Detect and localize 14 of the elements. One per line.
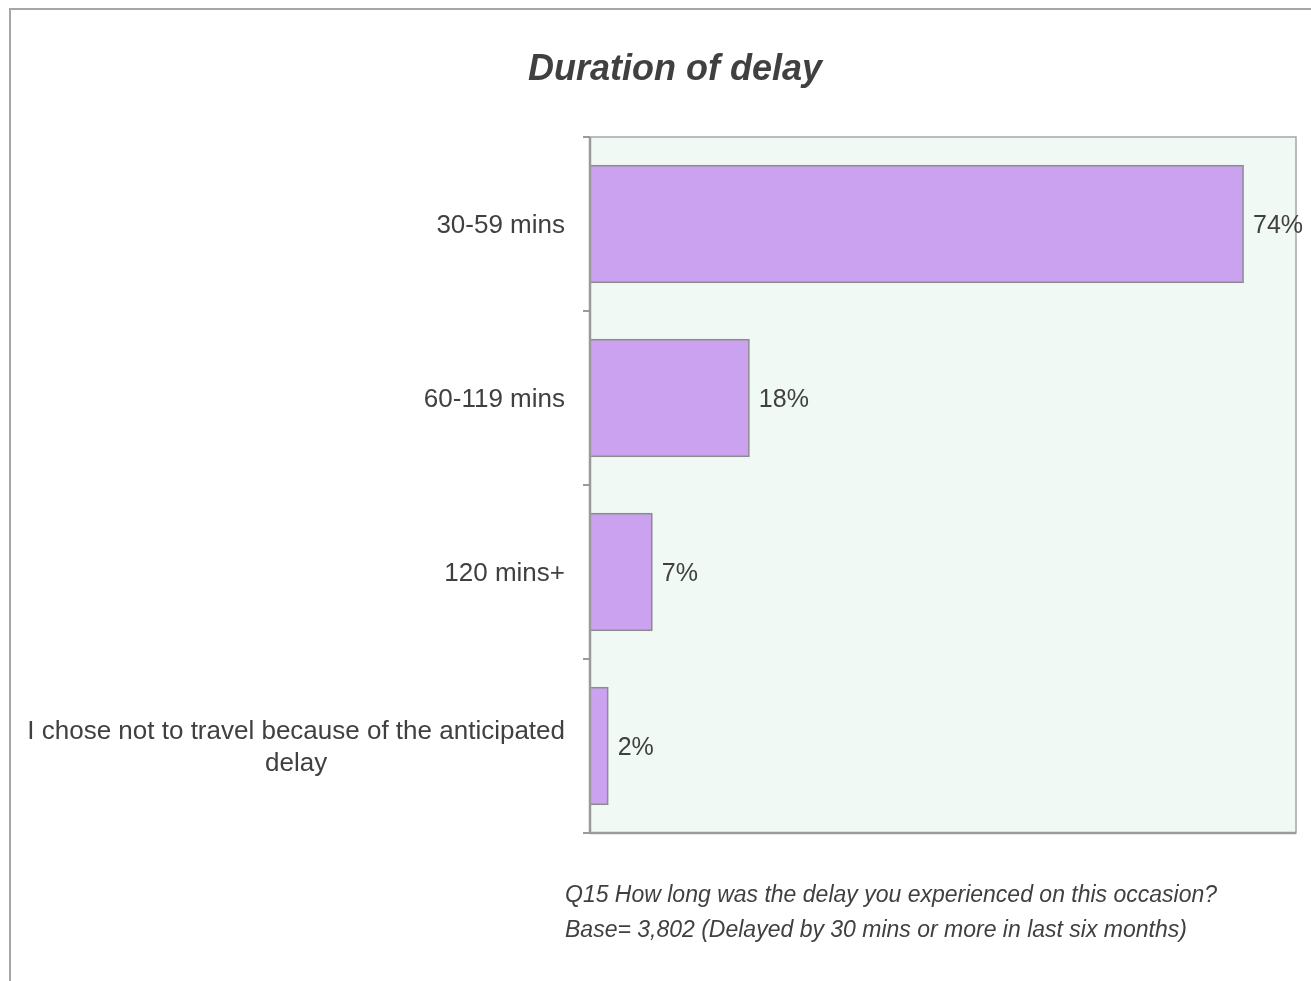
data-label: 74% xyxy=(1253,210,1304,238)
bar xyxy=(589,164,1244,284)
text: Q15 How long was the delay you experienced on this occasion? xyxy=(565,881,1218,907)
y-tick-label: 60-119 mins xyxy=(423,383,565,413)
chart-title: Duration of delay xyxy=(527,47,824,88)
data-label: 2% xyxy=(617,732,654,760)
y-tick-label: 120 mins+ xyxy=(444,557,565,587)
text: Base= 3,802 (Delayed by 30 mins or more in last six months) xyxy=(565,916,1187,942)
data-label: 18% xyxy=(758,384,809,412)
bar xyxy=(589,512,653,632)
data-label: 7% xyxy=(661,558,698,586)
y-tick-label: I chose not to travel because of the anticipated delay xyxy=(27,715,565,777)
bar xyxy=(589,338,750,458)
y-tick-label: 30-59 mins xyxy=(436,209,565,239)
